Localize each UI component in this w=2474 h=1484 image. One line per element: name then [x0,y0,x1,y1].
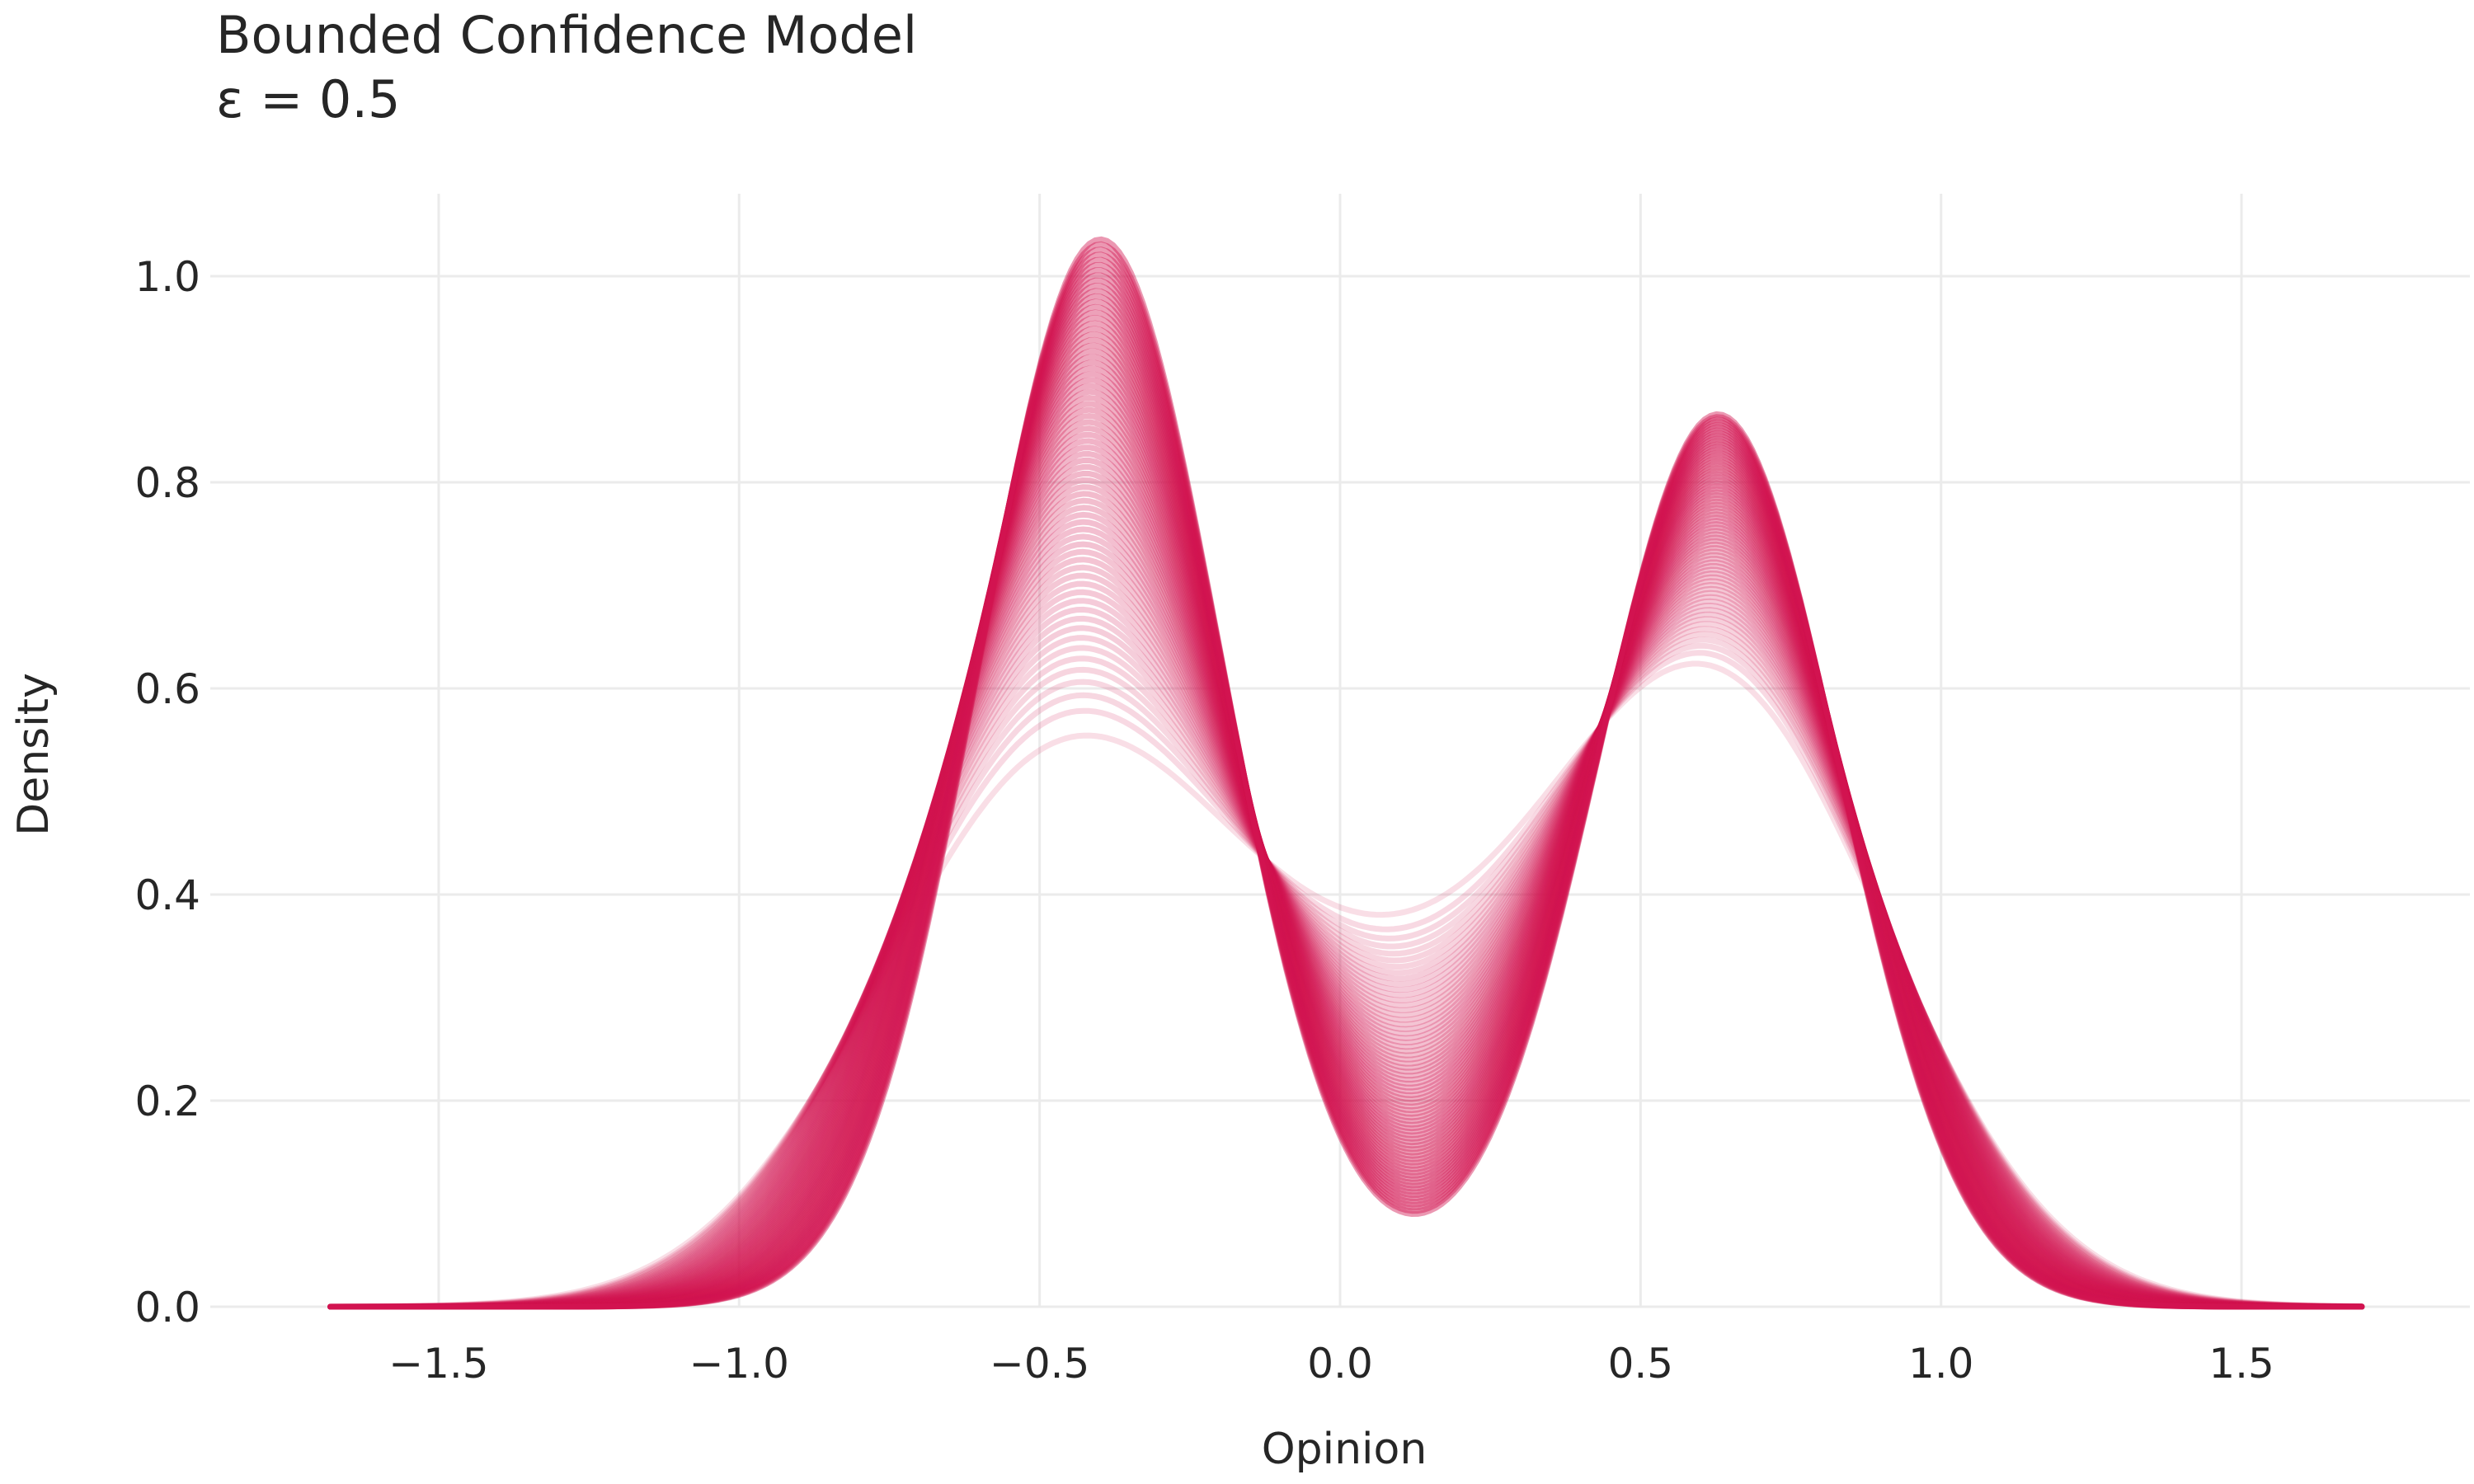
density-curve [327,354,2365,1310]
density-curve [327,607,2365,1310]
density-curve [327,326,2365,1310]
y-tick-label: 0.4 [134,871,200,919]
density-curve [327,438,2365,1310]
density-curve [327,451,2365,1310]
x-tick-label: −1.5 [388,1340,488,1388]
x-tick-label: 0.5 [1608,1340,1674,1388]
x-tick-label: −1.0 [689,1340,789,1388]
density-curve [327,431,2365,1310]
density-curve [327,371,2365,1310]
y-axis-label: Density [9,673,59,836]
x-axis-label: Opinion [1262,1425,1427,1474]
density-curve [327,470,2365,1310]
y-tick-label: 0.6 [134,665,200,713]
density-curve [327,309,2365,1310]
density-curve [327,247,2365,1310]
density-curve [327,511,2365,1310]
x-tick-label: 1.5 [2208,1340,2274,1388]
density-curve [327,463,2365,1310]
density-curve [327,611,2365,1310]
density-curve [327,650,2365,1310]
density-curve [327,267,2365,1310]
density-curve [327,236,2365,1310]
density-curve [327,342,2365,1310]
density-curve [327,359,2365,1310]
density-curve [327,277,2365,1310]
density-curve [327,336,2365,1310]
density-curve [327,444,2365,1310]
density-curve [327,626,2365,1310]
y-tick-label: 0.8 [134,459,200,507]
density-curve [327,589,2365,1310]
density-curve [327,331,2365,1310]
density-curve [327,642,2365,1310]
density-curve [327,377,2365,1310]
y-tick-label: 0.0 [134,1284,200,1331]
density-curve [327,365,2365,1310]
density-curve [327,419,2365,1310]
density-curve [327,541,2365,1310]
density-curve [327,556,2365,1310]
x-axis-ticks: −1.5 −1.0 −0.5 0.0 0.5 1.0 1.5 [388,1340,2274,1388]
density-curve [327,261,2365,1310]
density-curve [327,491,2365,1310]
density-curve [327,548,2365,1310]
density-curve [327,272,2365,1310]
y-axis-ticks: 0.0 0.2 0.4 0.6 0.8 1.0 [134,253,200,1331]
density-curve [327,598,2365,1310]
x-tick-label: 0.0 [1307,1340,1373,1388]
density-curve [327,572,2365,1310]
density-curve [327,621,2365,1310]
curve-series-group [327,236,2365,1310]
density-curve [327,256,2365,1310]
density-curve [327,425,2365,1310]
chart-subtitle: ε = 0.5 [216,69,401,129]
density-curve [327,497,2365,1310]
density-curve [327,401,2365,1310]
density-curve [327,526,2365,1310]
density-curve [327,288,2365,1310]
y-tick-label: 1.0 [134,253,200,301]
density-curve [327,505,2365,1310]
x-tick-label: −0.5 [990,1340,1089,1388]
density-curve [327,631,2365,1310]
density-curve [327,477,2365,1310]
density-curve [327,293,2365,1310]
density-curve [327,315,2365,1310]
density-curve [327,251,2365,1310]
density-curve [327,636,2365,1310]
y-tick-label: 0.2 [134,1078,200,1125]
density-curve [327,603,2365,1310]
density-curve [327,457,2365,1310]
density-curve [327,660,2365,1310]
density-curve [327,616,2365,1310]
x-tick-label: 1.0 [1908,1340,1974,1388]
density-curve [327,519,2365,1310]
density-curve [327,388,2365,1310]
chart-title-block: Bounded Confidence Model ε = 0.5 [216,3,917,132]
chart-title: Bounded Confidence Model [216,5,918,65]
density-curve [327,413,2365,1310]
density-curve [327,241,2365,1310]
density-curve [327,395,2365,1310]
grid [210,194,2470,1308]
density-curve [327,580,2365,1310]
density-curve [327,484,2365,1310]
density-curve [327,348,2365,1310]
density-curve [327,406,2365,1310]
density-curve [327,283,2365,1310]
density-curve [327,533,2365,1310]
density-curve [327,564,2365,1310]
density-curve [327,298,2365,1310]
density-curve [327,303,2365,1310]
density-curve [327,320,2365,1310]
density-curve [327,383,2365,1310]
